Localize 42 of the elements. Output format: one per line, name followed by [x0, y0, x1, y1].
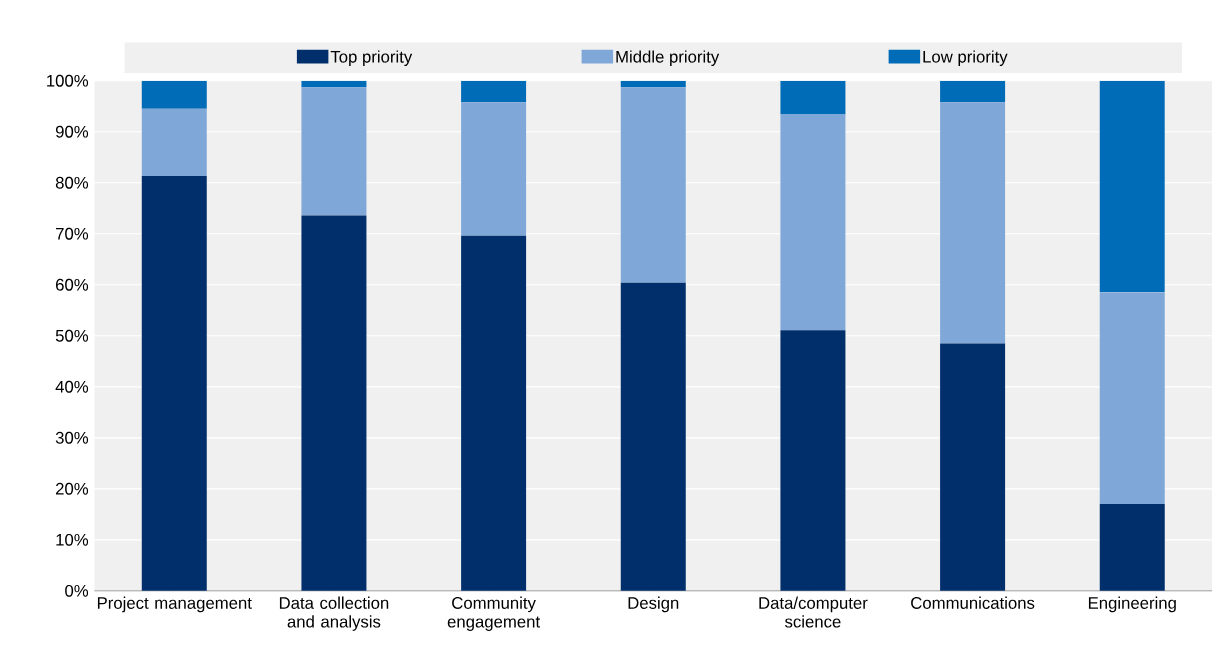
y-tick-label: 100% — [47, 74, 89, 87]
legend-label: Top priority — [330, 50, 413, 67]
bar — [940, 343, 1006, 591]
x-tick-label: Community engagement — [447, 596, 540, 631]
bar — [141, 108, 207, 177]
bar — [1099, 292, 1165, 505]
bar — [461, 235, 527, 591]
bar — [620, 282, 686, 591]
x-tick-label: Data/computer science — [759, 596, 868, 628]
y-tick-label: 0% — [65, 584, 89, 597]
bar — [301, 215, 367, 591]
y-tick-label: 50% — [55, 329, 89, 342]
bar — [461, 102, 527, 236]
bar — [780, 330, 846, 591]
y-tick-label: 60% — [56, 278, 89, 291]
bar — [301, 87, 367, 216]
bar — [141, 80, 207, 109]
bar — [620, 87, 686, 283]
bar — [461, 80, 527, 103]
bar — [940, 80, 1006, 103]
bar — [1099, 80, 1165, 293]
y-tick-label: 70% — [56, 227, 89, 240]
x-tick-label: Engineering — [1088, 596, 1176, 613]
bar — [780, 114, 846, 331]
bar — [1099, 504, 1165, 591]
x-tick-label: Project management — [97, 596, 252, 613]
y-tick-label: 80% — [55, 176, 89, 189]
y-tick-label: 20% — [56, 482, 89, 495]
y-tick-label: 40% — [55, 380, 89, 393]
y-tick-label: 90% — [55, 125, 89, 138]
bar — [301, 80, 367, 88]
bar — [141, 176, 207, 591]
y-tick-label: 10% — [56, 533, 89, 546]
x-tick-label: Data collection and analysis — [279, 596, 389, 631]
legend-label: Low priority — [923, 50, 1008, 67]
bar — [940, 102, 1006, 344]
bar — [620, 80, 686, 88]
x-tick-label: Design — [628, 596, 679, 613]
y-tick-label: 30% — [55, 431, 89, 444]
legend-label: Middle priority — [616, 50, 720, 67]
x-tick-label: Communications — [911, 596, 1035, 609]
bar — [780, 80, 846, 115]
